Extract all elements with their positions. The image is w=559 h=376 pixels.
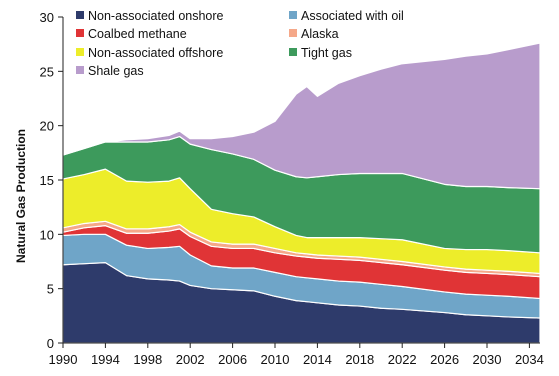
x-tick-label: 2018 (345, 352, 374, 367)
legend-item: Non-associated onshore (76, 9, 224, 23)
y-tick-label: 15 (40, 173, 54, 188)
x-tick-label: 2006 (218, 352, 247, 367)
legend-label: Alaska (301, 27, 339, 41)
y-axis-label: Natural Gas Production (14, 129, 28, 263)
legend-swatch (289, 29, 297, 37)
x-tick-label: 2014 (303, 352, 332, 367)
legend-label: Coalbed methane (88, 27, 187, 41)
x-tick-label: 2010 (261, 352, 290, 367)
x-axis-ticks: 1990 1994 1998 2002 2006 2010 2014 2018 2022 2026… (49, 343, 544, 367)
legend-label: Tight gas (301, 46, 352, 60)
x-tick-label: 2030 (473, 352, 502, 367)
legend-item: Associated with oil (289, 9, 404, 23)
legend-label: Associated with oil (301, 9, 404, 23)
legend-item: Alaska (289, 27, 339, 41)
legend-swatch (289, 11, 297, 19)
x-tick-label: 2026 (430, 352, 459, 367)
legend-item: Shale gas (76, 64, 144, 78)
x-tick-label: 1994 (91, 352, 120, 367)
legend-label: Non-associated onshore (88, 9, 224, 23)
y-axis-ticks: 0 5 10 15 20 25 30 (40, 10, 63, 351)
y-tick-label: 30 (40, 10, 54, 25)
y-tick-label: 0 (47, 336, 54, 351)
y-tick-label: 25 (40, 64, 54, 79)
legend-item: Non-associated offshore (76, 46, 223, 60)
legend-label: Shale gas (88, 64, 144, 78)
legend-label: Non-associated offshore (88, 46, 223, 60)
x-tick-label: 2034 (515, 352, 544, 367)
y-tick-label: 10 (40, 227, 54, 242)
chart-legend: Non-associated onshore Associated with oi… (76, 9, 404, 78)
legend-swatch (76, 66, 84, 74)
legend-swatch (76, 29, 84, 37)
chart-areas (62, 42, 541, 344)
x-tick-label: 2002 (176, 352, 205, 367)
area-series-6 (62, 42, 541, 190)
x-tick-label: 1998 (133, 352, 162, 367)
legend-item: Tight gas (289, 46, 352, 60)
legend-item: Coalbed methane (76, 27, 187, 41)
legend-swatch (76, 11, 84, 19)
x-tick-label: 2022 (388, 352, 417, 367)
y-tick-label: 20 (40, 119, 54, 134)
x-tick-label: 1990 (49, 352, 78, 367)
y-tick-label: 5 (47, 282, 54, 297)
legend-swatch (76, 48, 84, 56)
legend-swatch (289, 48, 297, 56)
